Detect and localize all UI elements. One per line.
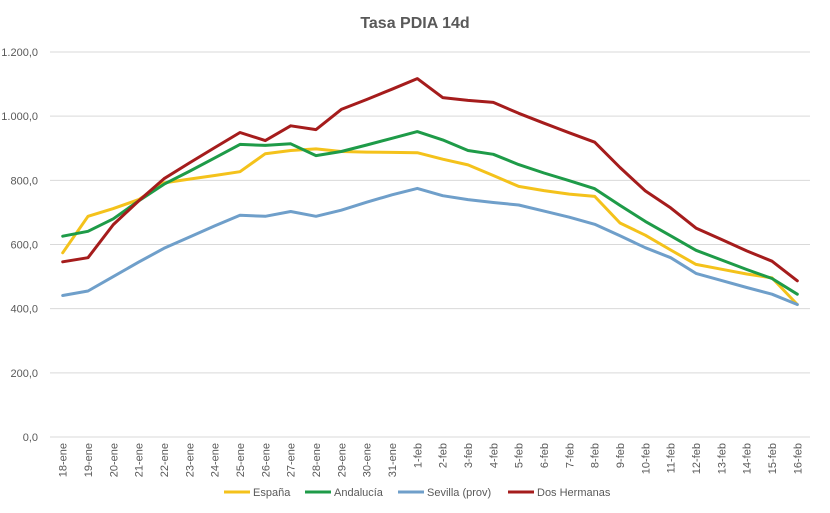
series-line-andaluc-a [61, 130, 799, 296]
x-axis-tick-labels: 18-ene 19-ene 20-ene 21-ene 22-ene 23-ene 24-e… [58, 443, 805, 477]
x-tick-label: 2-feb [438, 443, 450, 468]
x-tick-label: 29-ene [336, 443, 348, 477]
series-line-espa-a [61, 147, 799, 306]
y-axis-tick-labels: 0,0 200,0 400,0 600,0 800,0 1.000,0 1.200,0 [1, 47, 38, 444]
series-line-dos-hermanas [61, 77, 799, 283]
legend-label: Andalucía [334, 487, 384, 499]
x-tick-label: 12-feb [691, 443, 703, 474]
y-tick-label: 0,0 [23, 432, 38, 444]
series-line-sevilla-prov [61, 186, 799, 306]
chart-title: Tasa PDIA 14d [360, 15, 469, 32]
legend-label: Dos Hermanas [537, 487, 611, 499]
x-tick-label: 11-feb [666, 443, 678, 473]
x-tick-label: 8-feb [590, 443, 602, 468]
series-lines [61, 77, 799, 306]
x-tick-label: 6-feb [539, 443, 551, 468]
y-tick-label: 800,0 [10, 175, 38, 187]
x-tick-label: 21-ene [134, 443, 146, 477]
x-tick-label: 7-feb [564, 443, 576, 468]
x-tick-label: 31-ene [387, 443, 399, 477]
x-tick-label: 9-feb [615, 443, 627, 468]
legend: España Andalucía Sevilla (prov) Dos Hermana… [224, 487, 611, 499]
x-tick-label: 10-feb [640, 443, 652, 474]
x-tick-label: 27-ene [286, 443, 298, 477]
x-tick-label: 30-ene [362, 443, 374, 477]
legend-label: España [253, 487, 291, 499]
x-tick-label: 16-feb [792, 443, 804, 474]
x-tick-label: 4-feb [488, 443, 500, 468]
y-tick-label: 200,0 [10, 368, 38, 380]
x-tick-label: 1-feb [412, 443, 424, 468]
legend-label: Sevilla (prov) [427, 487, 491, 499]
x-tick-label: 20-ene [108, 443, 120, 477]
y-tick-label: 1.200,0 [1, 47, 38, 59]
x-tick-label: 14-feb [742, 443, 754, 474]
x-tick-label: 24-ene [210, 443, 222, 477]
x-tick-label: 19-ene [83, 443, 95, 477]
x-tick-label: 13-feb [716, 443, 728, 474]
x-tick-label: 25-ene [235, 443, 247, 477]
y-tick-label: 600,0 [10, 240, 38, 252]
x-tick-label: 5-feb [514, 443, 526, 468]
x-tick-label: 3-feb [463, 443, 475, 468]
x-tick-label: 22-ene [159, 443, 171, 477]
x-tick-label: 23-ene [184, 443, 196, 477]
y-tick-label: 1.000,0 [1, 111, 38, 123]
x-tick-label: 18-ene [58, 443, 70, 477]
x-tick-label: 26-ene [260, 443, 272, 477]
x-tick-label: 28-ene [311, 443, 323, 477]
y-tick-label: 400,0 [10, 304, 38, 316]
x-tick-label: 15-feb [767, 443, 779, 474]
